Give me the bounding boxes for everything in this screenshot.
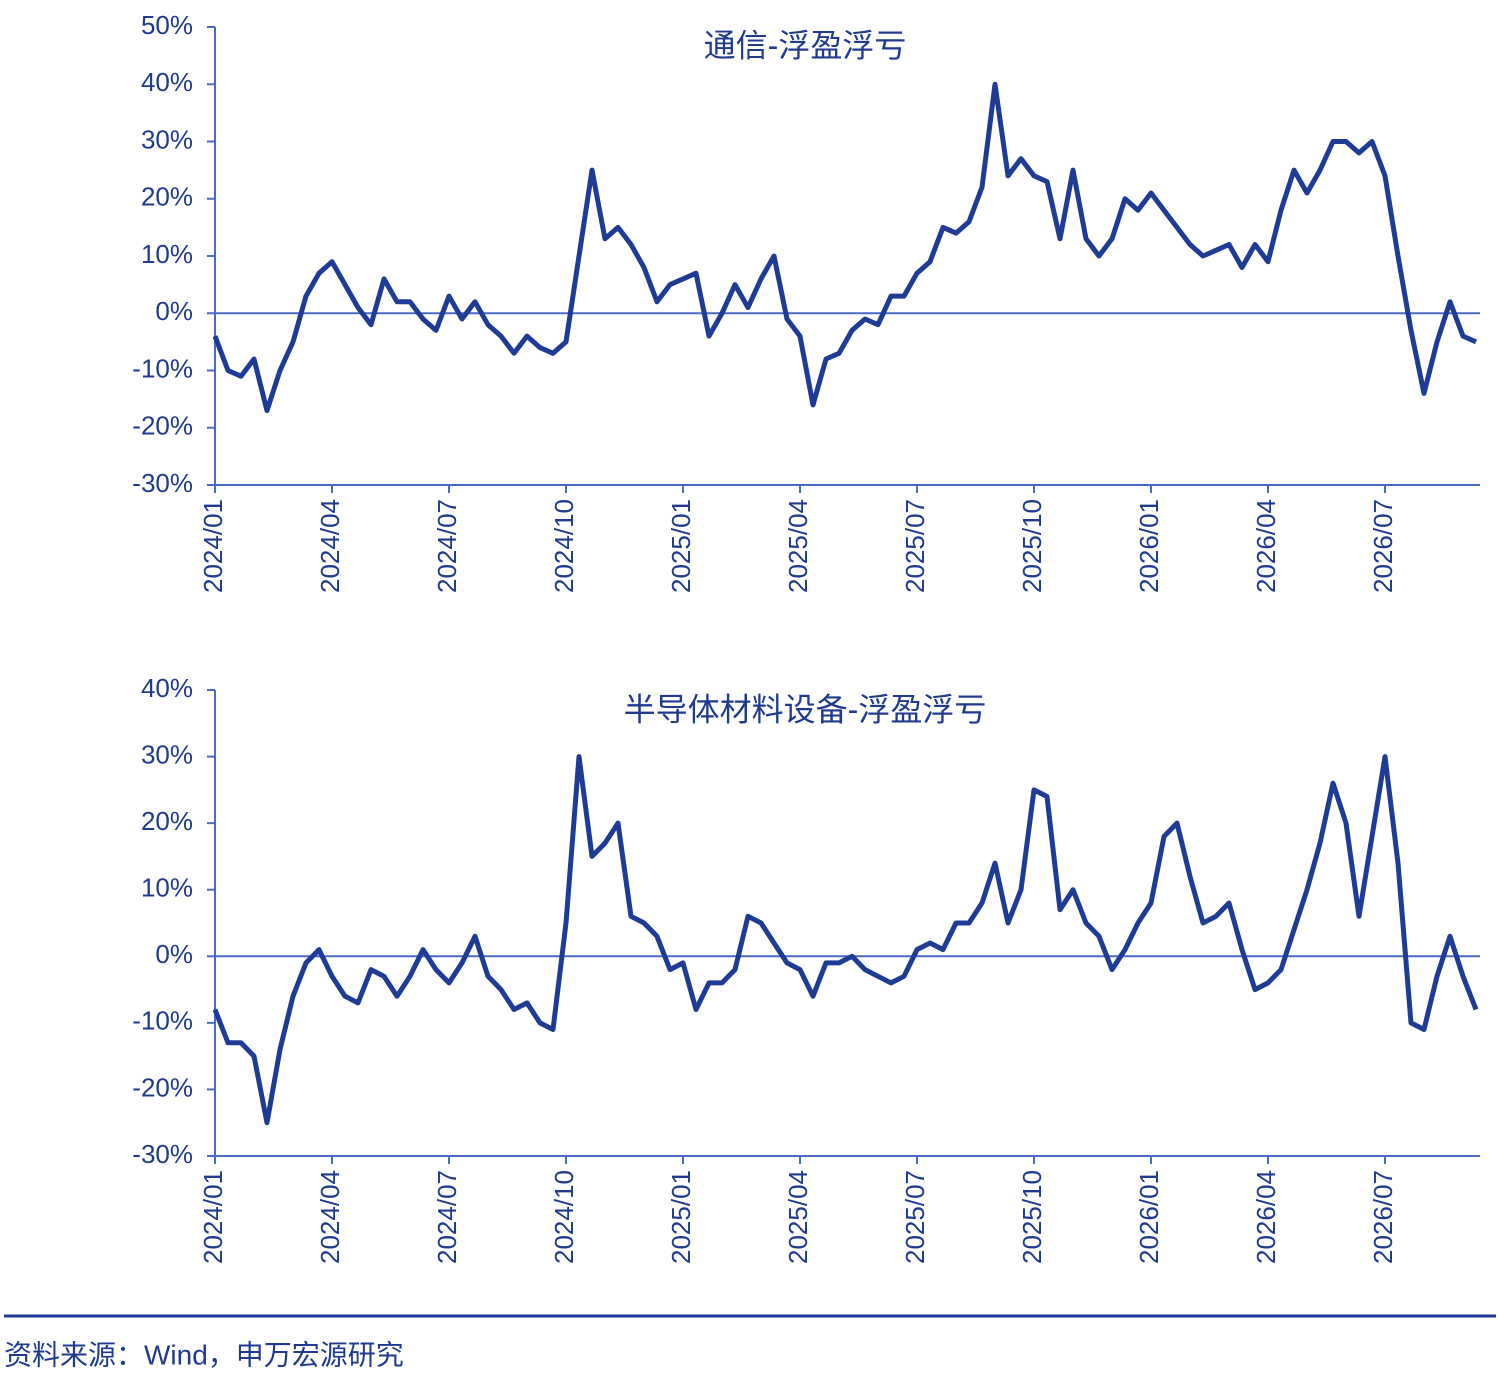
x-tick-label: 2025/01 [666, 1170, 696, 1264]
y-tick-label: 0% [155, 296, 193, 326]
x-tick-label: 2025/07 [900, 1170, 930, 1264]
x-tick-label: 2025/10 [1017, 499, 1047, 593]
y-tick-label: 10% [141, 873, 193, 903]
data-line [212, 754, 1479, 1126]
y-tick-label: 40% [141, 67, 193, 97]
x-tick-label: 2025/10 [1017, 1170, 1047, 1264]
x-tick-label: 2024/01 [198, 1170, 228, 1264]
x-tick-label: 2026/04 [1251, 1170, 1281, 1264]
x-tick-label: 2024/04 [315, 499, 345, 593]
x-tick-label: 2026/04 [1251, 499, 1281, 593]
y-tick-label: 50% [141, 10, 193, 40]
x-tick-label: 2025/01 [666, 499, 696, 593]
x-tick-label: 2026/07 [1368, 1170, 1398, 1264]
x-tick-label: 2024/04 [315, 1170, 345, 1264]
x-tick-label: 2025/04 [783, 1170, 813, 1264]
y-tick-label: -10% [132, 1006, 193, 1036]
y-tick-label: -20% [132, 1072, 193, 1102]
y-tick-label: 20% [141, 182, 193, 212]
chart-title: 半导体材料设备-浮盈浮亏 [624, 691, 987, 727]
x-tick-label: 2024/10 [549, 499, 579, 593]
source-note: 资料来源：Wind，申万宏源研究 [4, 1339, 404, 1370]
y-tick-label: -30% [132, 1139, 193, 1169]
y-tick-label: -30% [132, 468, 193, 498]
y-tick-label: 30% [141, 124, 193, 154]
y-tick-label: 40% [141, 673, 193, 703]
data-line [212, 81, 1478, 414]
x-tick-label: 2026/01 [1134, 499, 1164, 593]
y-tick-label: 0% [155, 939, 193, 969]
y-tick-label: -20% [132, 411, 193, 441]
y-tick-label: 30% [141, 739, 193, 769]
x-tick-label: 2026/01 [1134, 1170, 1164, 1264]
x-tick-label: 2024/07 [432, 499, 462, 593]
x-tick-label: 2025/07 [900, 499, 930, 593]
x-tick-label: 2024/10 [549, 1170, 579, 1264]
chart-title: 通信-浮盈浮亏 [704, 27, 907, 63]
x-tick-label: 2024/07 [432, 1170, 462, 1264]
x-tick-label: 2025/04 [783, 499, 813, 593]
y-tick-label: -10% [132, 353, 193, 383]
y-tick-label: 20% [141, 806, 193, 836]
y-tick-label: 10% [141, 239, 193, 269]
x-tick-label: 2026/07 [1368, 499, 1398, 593]
x-tick-label: 2024/01 [198, 499, 228, 593]
